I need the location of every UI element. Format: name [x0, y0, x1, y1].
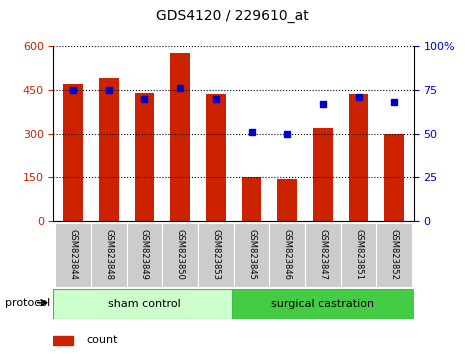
- FancyBboxPatch shape: [91, 223, 126, 287]
- Text: GSM823844: GSM823844: [69, 229, 78, 280]
- FancyBboxPatch shape: [305, 223, 341, 287]
- Text: GSM823851: GSM823851: [354, 229, 363, 280]
- FancyBboxPatch shape: [198, 223, 233, 287]
- Bar: [349, 94, 368, 221]
- Text: GSM823847: GSM823847: [319, 229, 327, 280]
- Text: GSM823845: GSM823845: [247, 229, 256, 280]
- Bar: [313, 128, 332, 221]
- Bar: [53, 289, 235, 319]
- Bar: [277, 179, 297, 221]
- Text: GSM823846: GSM823846: [283, 229, 292, 280]
- Bar: [170, 53, 190, 221]
- FancyBboxPatch shape: [376, 223, 412, 287]
- Text: sham control: sham control: [108, 298, 181, 309]
- Text: GSM823853: GSM823853: [211, 229, 220, 280]
- Bar: [385, 133, 404, 221]
- Bar: [135, 93, 154, 221]
- Bar: [232, 289, 414, 319]
- Text: count: count: [86, 335, 117, 345]
- Text: surgical castration: surgical castration: [271, 298, 374, 309]
- FancyBboxPatch shape: [233, 223, 269, 287]
- FancyBboxPatch shape: [341, 223, 376, 287]
- Text: GSM823849: GSM823849: [140, 229, 149, 280]
- Bar: [206, 94, 226, 221]
- FancyBboxPatch shape: [126, 223, 162, 287]
- Bar: [242, 177, 261, 221]
- Text: GSM823850: GSM823850: [176, 229, 185, 280]
- Bar: [53, 336, 73, 344]
- Text: protocol: protocol: [5, 298, 50, 308]
- FancyBboxPatch shape: [162, 223, 198, 287]
- Bar: [63, 84, 83, 221]
- FancyBboxPatch shape: [269, 223, 305, 287]
- Text: GSM823852: GSM823852: [390, 229, 399, 280]
- Bar: [99, 78, 119, 221]
- Text: GSM823848: GSM823848: [104, 229, 113, 280]
- FancyBboxPatch shape: [55, 223, 91, 287]
- Text: GDS4120 / 229610_at: GDS4120 / 229610_at: [156, 9, 309, 23]
